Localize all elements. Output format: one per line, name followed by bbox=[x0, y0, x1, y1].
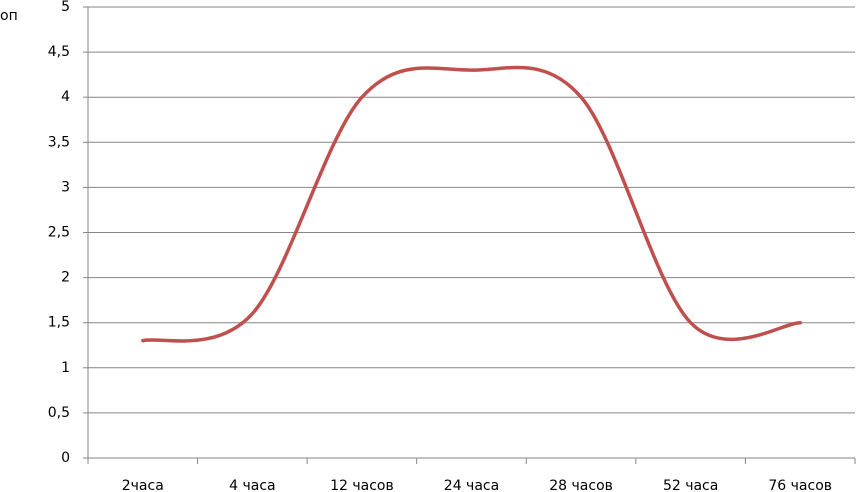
y-tick-label: 5 bbox=[61, 0, 70, 15]
y-tick-label: 1,5 bbox=[48, 315, 70, 331]
y-axis-title: оп bbox=[0, 8, 18, 24]
y-tick-label: 2,5 bbox=[48, 225, 70, 241]
x-tick-label: 76 часов bbox=[768, 478, 832, 492]
y-tick-label: 0 bbox=[61, 450, 70, 466]
x-tick-label: 24 часа bbox=[444, 478, 499, 492]
y-tick-label: 2 bbox=[61, 270, 70, 286]
x-tick-label: 4 часа bbox=[229, 478, 275, 492]
y-tick-label: 3,5 bbox=[48, 134, 70, 150]
x-tick-label: 28 часов bbox=[549, 478, 613, 492]
data-line bbox=[141, 65, 802, 343]
y-tick-label: 4 bbox=[61, 89, 70, 105]
y-tick-label: 3 bbox=[61, 179, 70, 195]
y-tick-label: 1 bbox=[61, 360, 70, 376]
y-tick-label: 4,5 bbox=[48, 44, 70, 60]
x-tick-label: 2часа bbox=[122, 478, 164, 492]
x-tick-label: 12 часов bbox=[330, 478, 394, 492]
y-tick-label: 0,5 bbox=[48, 405, 70, 421]
x-tick-label: 52 часа bbox=[663, 478, 718, 492]
